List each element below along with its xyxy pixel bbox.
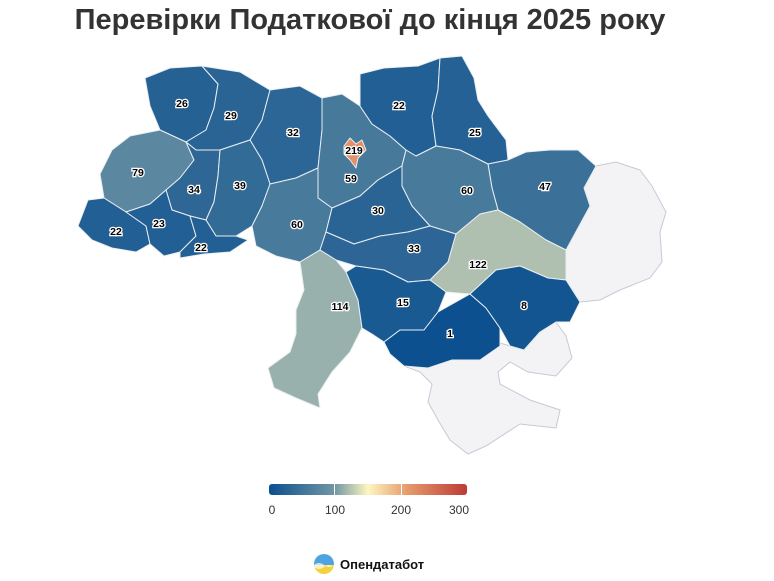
- region-label-zaporizka: 8: [521, 300, 527, 312]
- region-label-sumska: 25: [469, 127, 481, 139]
- region-khmelnytska[interactable]: [205, 139, 271, 237]
- region-chernivetska[interactable]: [179, 215, 249, 259]
- region-label-zakarpatska: 22: [110, 226, 122, 238]
- region-label-rivnenska: 29: [225, 110, 237, 122]
- region-label-kyiv-city: 219: [345, 145, 363, 157]
- ukraine-regions-map: 26 29 32 219 59 22 25 47 60 79 34 39 60 …: [77, 55, 667, 455]
- legend-tick-300: 300: [448, 503, 470, 517]
- legend-tick-0: 0: [268, 503, 276, 517]
- region-label-ternopilska: 34: [188, 184, 200, 196]
- region-label-mykolaivska: 15: [397, 297, 409, 309]
- region-odeska[interactable]: [267, 249, 363, 409]
- region-label-khersonska: 1: [447, 328, 453, 340]
- region-khersonska[interactable]: [383, 293, 501, 369]
- region-label-odeska: 114: [332, 301, 349, 313]
- region-zaporizka[interactable]: [469, 265, 581, 351]
- region-label-kyivska: 59: [345, 173, 357, 185]
- region-label-vinnytska: 60: [291, 219, 303, 231]
- region-label-khmelnytska: 39: [234, 180, 246, 192]
- region-label-kirovohradska: 33: [408, 243, 420, 255]
- color-scale-legend: 0 100 200 300: [269, 484, 469, 517]
- region-label-cherkaska: 30: [372, 205, 384, 217]
- region-label-lvivska: 79: [132, 167, 144, 179]
- color-scale-bar: [269, 484, 467, 495]
- region-label-chernivetska: 22: [195, 242, 207, 254]
- brand-footer: Опендатабот: [313, 553, 424, 575]
- region-kyiv-city[interactable]: [343, 137, 367, 169]
- region-label-chernihivska: 22: [393, 100, 405, 112]
- region-label-ivano-frankivska: 23: [153, 218, 165, 230]
- region-zakarpatska[interactable]: [77, 197, 151, 253]
- opendatabot-logo-icon: [314, 554, 334, 574]
- region-label-volynska: 26: [176, 98, 188, 110]
- legend-tick-200: 200: [390, 503, 412, 517]
- brand-name: Опендатабот: [340, 556, 425, 572]
- region-label-zhytomyrska: 32: [287, 127, 299, 139]
- region-label-kharkivska: 47: [539, 181, 551, 193]
- region-label-dnipropetrovska: 122: [469, 259, 487, 271]
- legend-tick-100: 100: [324, 503, 346, 517]
- page-title: Перевірки Податкової до кінця 2025 року: [74, 4, 666, 36]
- region-label-poltavska: 60: [461, 185, 473, 197]
